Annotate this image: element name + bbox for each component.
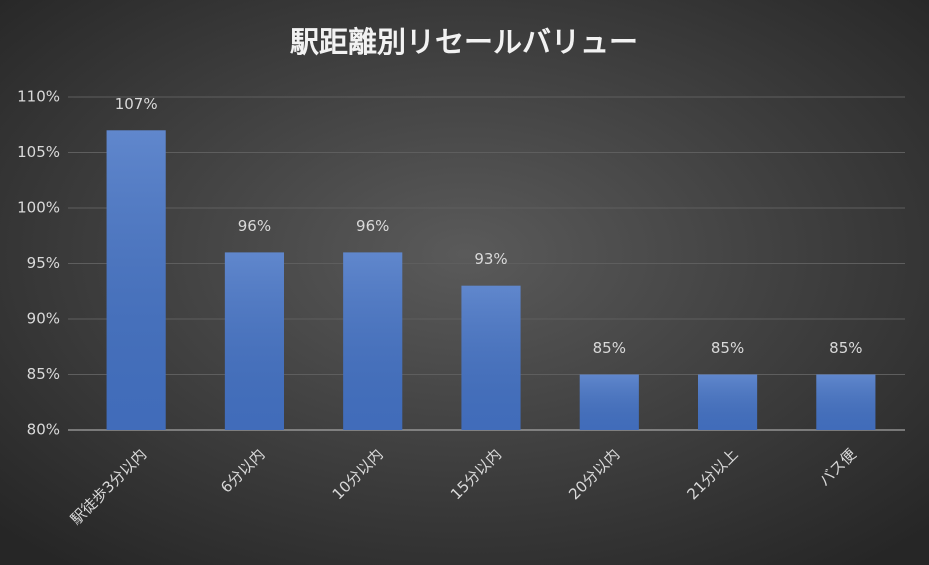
y-tick-label: 100% [17, 199, 60, 217]
bar-shade [106, 130, 166, 431]
bar-shade [579, 374, 639, 430]
y-tick-label: 110% [17, 88, 60, 106]
y-tick-label: 95% [27, 254, 60, 272]
bar-shade [698, 374, 758, 430]
bar-shade [461, 285, 521, 430]
y-tick-label: 90% [27, 310, 60, 328]
value-label: 93% [474, 250, 507, 268]
value-label: 85% [829, 339, 862, 357]
value-label: 85% [711, 339, 744, 357]
value-label: 96% [356, 217, 389, 235]
y-tick-label: 105% [17, 143, 60, 161]
y-tick-label: 85% [27, 365, 60, 383]
chart-title: 駅距離別リセールバリュー [290, 25, 638, 59]
bar-shade [224, 252, 284, 430]
value-label: 85% [593, 339, 626, 357]
bar-shade [343, 252, 403, 430]
bar-shade [816, 374, 876, 430]
value-label: 107% [115, 95, 158, 113]
value-label: 96% [238, 217, 271, 235]
y-tick-label: 80% [27, 421, 60, 439]
